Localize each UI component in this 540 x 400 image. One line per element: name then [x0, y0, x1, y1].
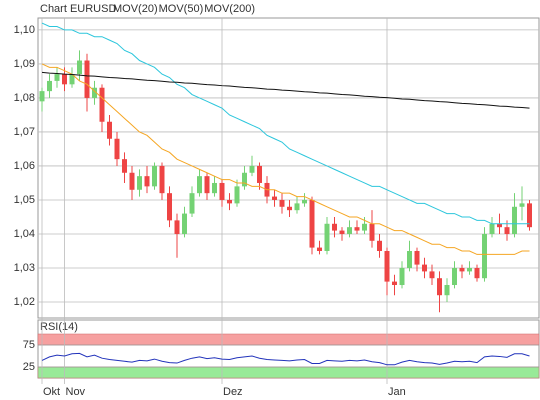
rsi-line: [41, 352, 530, 366]
candle-body: [62, 74, 67, 85]
candle-body: [429, 271, 435, 279]
candle-body: [77, 60, 82, 75]
candle-body: [47, 80, 52, 92]
candle-body: [332, 223, 337, 231]
y-tick-label: 1,03: [14, 262, 35, 274]
legend-entry: MOV(200): [204, 3, 255, 15]
candle-body: [137, 176, 142, 190]
rsi-title: RSI(14): [40, 321, 78, 333]
candle-body: [444, 285, 450, 296]
x-tick-label: Nov: [66, 386, 86, 398]
candle-body: [144, 176, 150, 187]
candle-body: [92, 87, 97, 98]
y-tick-label: 1,09: [14, 58, 35, 70]
moving-average: [41, 22, 530, 225]
candle-body: [452, 268, 457, 286]
candle-body: [317, 247, 322, 251]
candle-body: [54, 74, 60, 81]
candle-body: [99, 87, 105, 122]
candle-body: [347, 227, 352, 234]
candle-body: [234, 186, 240, 204]
candle-body: [287, 206, 292, 211]
candle-body: [122, 159, 127, 173]
candle-body: [69, 74, 75, 85]
y-tick-label: 1,04: [14, 228, 35, 240]
candle-body: [369, 223, 375, 241]
candle-body: [197, 176, 202, 194]
candle-body: [497, 223, 502, 228]
candle-body: [302, 199, 307, 204]
candle-body: [422, 264, 427, 272]
chart-title: Chart EURUSD: [40, 3, 116, 15]
candle-body: [227, 199, 232, 204]
candle-body: [324, 223, 330, 251]
legend-entry: MOV(50): [159, 3, 204, 15]
candle-body: [437, 278, 442, 296]
x-tick-label: Okt: [43, 386, 60, 398]
candle-body: [384, 250, 390, 282]
candle-body: [482, 233, 487, 279]
candle-body: [377, 240, 382, 251]
candle-body: [467, 268, 472, 272]
candle-body: [257, 165, 262, 183]
legend-entry: MOV(20): [113, 3, 158, 15]
candle-body: [272, 196, 277, 200]
y-tick-label: 1,02: [14, 296, 35, 308]
candle-body: [489, 223, 495, 234]
rsi-band: [37, 333, 540, 346]
candle-body: [362, 223, 367, 231]
price-panel: [37, 17, 540, 319]
candle-body: [159, 165, 165, 194]
y-tick-label: 1,06: [14, 160, 35, 172]
candle-body: [167, 193, 172, 221]
y-tick-label: 1,05: [14, 194, 35, 206]
candle-body: [354, 227, 360, 231]
candle-body: [279, 199, 285, 207]
candle-body: [504, 227, 510, 234]
y-tick-label: 1,07: [14, 126, 35, 138]
candle-body: [182, 213, 187, 234]
candle-body: [459, 268, 465, 272]
candle-body: [174, 220, 180, 234]
candle-body: [189, 193, 195, 214]
y-tick-label: 25: [23, 361, 35, 373]
candle-body: [107, 121, 112, 139]
x-tick-label: Jan: [388, 386, 406, 398]
candle-body: [39, 91, 45, 102]
moving-average: [41, 63, 530, 255]
candle-body: [414, 250, 420, 265]
candle-body: [249, 165, 255, 173]
candle-body: [84, 60, 90, 98]
candle-body: [242, 172, 247, 187]
rsi-band: [37, 366, 540, 379]
candle-body: [204, 176, 210, 194]
candle-body: [512, 206, 517, 234]
y-tick-label: 1,08: [14, 92, 35, 104]
x-tick-label: Dez: [223, 386, 243, 398]
candle-body: [294, 203, 300, 211]
candle-body: [407, 250, 412, 268]
candle-body: [219, 182, 225, 200]
candle-body: [129, 172, 135, 190]
candle-body: [339, 230, 345, 234]
candle-body: [392, 281, 397, 286]
candle-body: [527, 203, 532, 228]
moving-average: [41, 71, 530, 109]
candle-body: [474, 268, 480, 279]
y-tick-label: 75: [23, 339, 35, 351]
candle-body: [212, 182, 217, 194]
candle-body: [309, 199, 315, 248]
y-tick-label: 1,10: [14, 24, 35, 36]
candle-body: [152, 165, 157, 187]
candle-body: [114, 138, 120, 160]
candle-body: [399, 268, 405, 286]
candle-body: [519, 203, 525, 207]
